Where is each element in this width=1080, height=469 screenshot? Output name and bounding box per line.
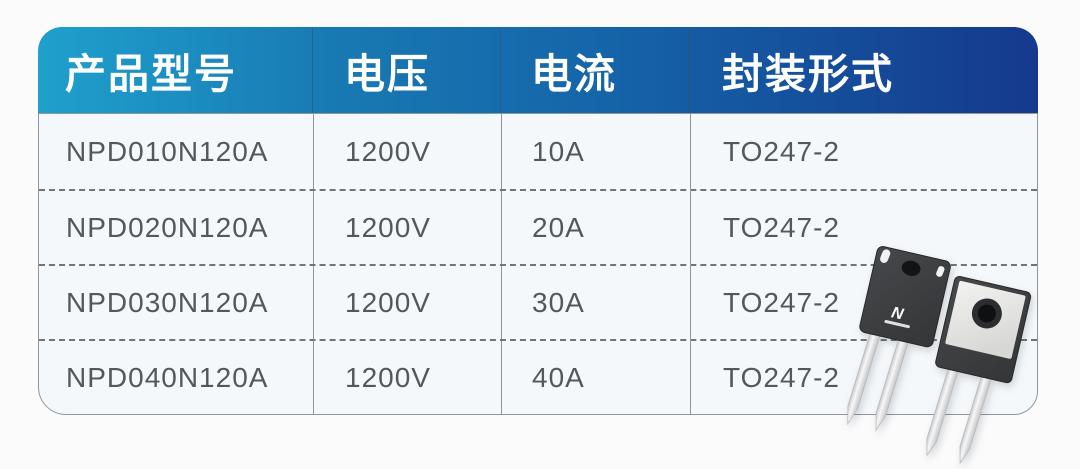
brand-logo-icon: N	[890, 304, 906, 323]
voltage-cell: 1200V	[314, 266, 502, 339]
package-back	[935, 275, 1032, 384]
table-row: NPD010N120A 1200V 10A TO247-2	[39, 114, 1037, 189]
table-row: NPD020N120A 1200V 20A TO247-2	[39, 189, 1037, 264]
product-model-cell: NPD010N120A	[39, 114, 314, 189]
table-row: NPD030N120A 1200V 30A TO247-2	[39, 264, 1037, 339]
header-voltage: 电压	[313, 27, 501, 113]
current-cell: 10A	[502, 114, 691, 189]
package-cell: TO247-2	[723, 211, 840, 243]
voltage-cell: 1200V	[314, 341, 502, 414]
product-model-cell: NPD030N120A	[39, 266, 314, 339]
product-spec-table: 产品型号 电压 电流 封装形式 NPD010N120A 1200V 10A TO…	[38, 27, 1038, 415]
current-cell: 20A	[502, 191, 691, 264]
package-cell: TO247-2	[723, 135, 840, 167]
voltage-cell: 1200V	[314, 114, 502, 189]
voltage-cell: 1200V	[314, 191, 502, 264]
table-header-row: 产品型号 电压 电流 封装形式	[38, 27, 1038, 113]
product-model-cell: NPD040N120A	[39, 341, 314, 414]
current-cell: 40A	[502, 341, 691, 414]
package-front: N	[859, 246, 951, 348]
package-cell: TO247-2	[723, 361, 840, 393]
header-current: 电流	[501, 27, 690, 113]
table-row: NPD040N120A 1200V 40A TO247-2	[39, 339, 1037, 414]
product-model-cell: NPD020N120A	[39, 191, 314, 264]
header-product-model: 产品型号	[38, 27, 313, 113]
to247-package-image: N	[847, 246, 1032, 465]
package-cell: TO247-2	[723, 286, 840, 318]
current-cell: 30A	[502, 266, 691, 339]
header-package: 封装形式	[722, 51, 894, 97]
